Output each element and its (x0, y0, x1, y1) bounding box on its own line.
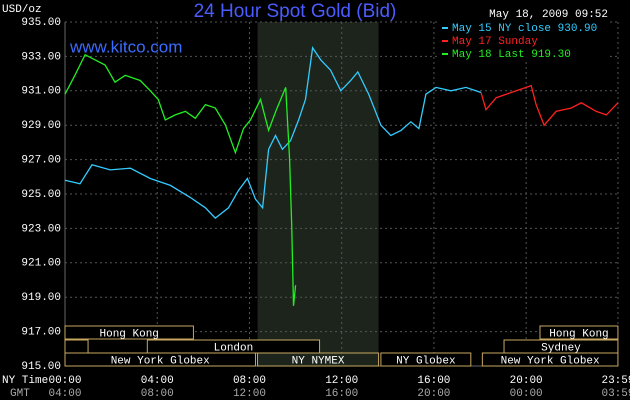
session-label: Hong Kong (549, 328, 608, 340)
unit-label: USD/oz (2, 4, 42, 16)
y-tick-label: 915.00 (21, 361, 61, 373)
session-label: NY NYMEX (292, 355, 345, 367)
session-box (257, 352, 380, 367)
y-tick-label: 923.00 (21, 223, 61, 235)
x2-tick-label: 20:00 (417, 388, 450, 400)
y-tick-label: 927.00 (21, 155, 61, 167)
session-box (481, 352, 619, 367)
series-line (64, 53, 297, 306)
chart-title: 24 Hour Spot Gold (Bid) (194, 1, 397, 22)
session-label: London (214, 342, 254, 354)
x-tick-label: 12:00 (325, 375, 358, 387)
session-label: New York Globex (501, 355, 600, 367)
legend-box (438, 21, 610, 61)
x2-tick-label: 12:00 (233, 388, 266, 400)
x2-tick-label: 00:00 (510, 388, 543, 400)
y-tick-label: 921.00 (21, 258, 61, 270)
session-box (539, 325, 619, 340)
session-highlight (257, 22, 379, 366)
legend-label: May 15 NY close 930.90 (452, 23, 597, 35)
series-line (64, 46, 482, 219)
x2-tick-label: 08:00 (141, 388, 174, 400)
session-label: NY Globex (396, 355, 456, 367)
x2-tick-label: 03:59 (601, 388, 630, 400)
y-tick-label: 933.00 (21, 51, 61, 63)
x2-axis-label: GMT (10, 388, 30, 400)
session-box (64, 325, 194, 340)
x-tick-label: 04:00 (141, 375, 174, 387)
session-box (64, 352, 256, 367)
timestamp: May 18, 2009 09:52 (489, 9, 608, 21)
x-axis-label: NY Time (2, 375, 48, 387)
x2-tick-label: 04:00 (48, 388, 81, 400)
x2-tick-label: 16:00 (325, 388, 358, 400)
session-box (64, 339, 89, 354)
y-tick-label: 931.00 (21, 86, 61, 98)
series-line (480, 84, 619, 127)
session-label: Sydney (541, 342, 581, 354)
x-tick-label: 20:00 (510, 375, 543, 387)
y-tick-label: 925.00 (21, 189, 61, 201)
watermark: www.kitco.com (69, 37, 182, 56)
x-tick-label: 08:00 (233, 375, 266, 387)
y-tick-label: 935.00 (21, 17, 61, 29)
x-tick-label: 16:00 (417, 375, 450, 387)
y-tick-label: 919.00 (21, 292, 61, 304)
y-tick-label: 917.00 (21, 327, 61, 339)
x-tick-label: 00:00 (48, 375, 81, 387)
session-label: Hong Kong (100, 328, 159, 340)
x-tick-label: 23:59 (601, 375, 630, 387)
legend-label: May 17 Sunday (452, 36, 538, 48)
session-label: New York Globex (111, 355, 210, 367)
session-box (380, 352, 472, 367)
legend-label: May 18 Last 919.30 (452, 49, 571, 61)
y-tick-label: 929.00 (21, 120, 61, 132)
